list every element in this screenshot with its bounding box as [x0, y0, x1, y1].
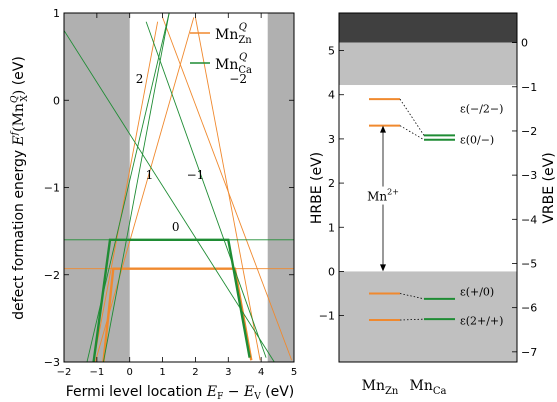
hrbe-tick-label: 3: [328, 133, 335, 146]
y-tick-label: 1: [53, 7, 60, 20]
hrbe-tick-label: 4: [328, 89, 335, 102]
legend: MnZnQ MnCaQ: [190, 22, 252, 76]
x-tick-label: 1: [159, 367, 165, 378]
x-tick-label: 2: [192, 367, 198, 378]
vrbe-tick-label: −2: [521, 125, 537, 138]
line-mn-ca-q2: [102, 13, 170, 362]
y-tick-label: −3: [44, 356, 60, 369]
y-tick-label: −1: [44, 182, 60, 195]
band-regions: [339, 13, 517, 362]
ground-state-mn-ca: [92, 238, 251, 362]
level-label: ε(+/0): [460, 286, 494, 299]
right-axis-ticks: −1 0 1 2 3 4 5 0 −1 −2 −3 −4 −5 −6 −7: [319, 37, 537, 359]
left-shaded-regions: [64, 13, 294, 362]
charge-label: −1: [187, 168, 205, 182]
category-label-mn-ca: MnCa: [410, 378, 447, 397]
x-tick-label: 4: [258, 367, 264, 378]
line-mn-zn-q1: [94, 17, 195, 362]
hrbe-axis-label: HRBE (eV): [309, 152, 325, 224]
vrbe-tick-label: −6: [521, 302, 537, 315]
level-connector-3: [399, 318, 425, 321]
vrbe-tick-label: −4: [521, 213, 537, 226]
hrbe-tick-label: 5: [328, 45, 335, 58]
level-label: ε(0/−): [460, 133, 494, 146]
band-conduction: [339, 13, 517, 43]
right-plot-frame: [338, 12, 518, 363]
hrbe-tick-label: 2: [328, 177, 335, 190]
defect-levels: [369, 98, 455, 322]
left-axis-ticks: −2 −1 0 1 2 3 4 5−3−2−101: [44, 7, 297, 378]
vrbe-axis-label: VRBE (eV): [541, 152, 557, 223]
line-mn-zn-q2: [93, 21, 159, 362]
charge-label: −2: [229, 72, 247, 86]
legend-label-mn-zn: MnZnQ: [215, 22, 252, 46]
vrbe-tick-label: −1: [521, 81, 537, 94]
level-label: ε(2+/+): [460, 314, 503, 327]
vrbe-tick-label: −3: [521, 169, 537, 182]
line-mn-zn-qm2: [194, 17, 261, 361]
hrbe-tick-label: 0: [328, 265, 335, 278]
ground-state-mn-zn: [102, 267, 253, 362]
level-connector-0: [399, 98, 425, 136]
y-tick-label: 0: [53, 94, 60, 107]
vrbe-tick-label: 0: [521, 37, 528, 50]
line-mn-ca-qm2: [145, 21, 267, 358]
level-connector-1: [399, 125, 425, 141]
left-plot-lines: [64, 13, 294, 362]
hrbe-tick-label: −1: [319, 310, 335, 323]
x-tick-label: 5: [291, 367, 297, 378]
charge-label: 2: [136, 72, 144, 86]
charge-labels: 2 1 −1 −2 0: [136, 72, 247, 234]
charge-label: 1: [146, 168, 154, 182]
vrbe-tick-label: −5: [521, 257, 537, 270]
x-tick-label: 3: [225, 367, 231, 378]
vrbe-tick-label: −7: [521, 346, 537, 359]
x-tick-label: −2: [57, 367, 72, 378]
line-mn-zn-qm1: [162, 17, 293, 361]
level-connector-2: [399, 293, 425, 300]
shaded-region-0: [64, 13, 130, 362]
y-tick-label: −2: [44, 269, 60, 282]
x-tick-label: 0: [127, 367, 133, 378]
category-label-mn-zn: MnZn: [362, 378, 399, 397]
left-y-axis-label: defect formation energy Ef(MnQX) (eV): [10, 56, 30, 320]
level-labels: ε(−/2−) ε(0/−) ε(+/0) ε(2+/+): [460, 102, 503, 327]
left-x-axis-label: Fermi level location EF − EV (eV): [66, 384, 295, 402]
mn2plus-arrow: Mn2+: [366, 125, 402, 272]
charge-label: 0: [172, 220, 180, 234]
band-valence: [339, 271, 517, 362]
hrbe-tick-label: 1: [328, 221, 335, 234]
x-tick-label: −1: [89, 367, 104, 378]
level-label: ε(−/2−): [460, 102, 503, 115]
band-conduction-lower: [339, 42, 517, 86]
